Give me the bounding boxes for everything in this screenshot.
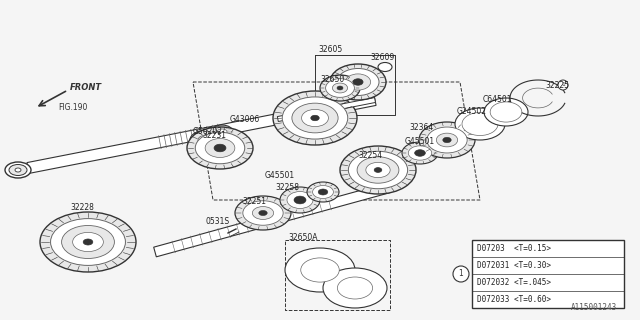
Ellipse shape <box>282 97 348 139</box>
Ellipse shape <box>402 142 438 164</box>
Ellipse shape <box>462 112 498 136</box>
Ellipse shape <box>5 162 31 178</box>
Circle shape <box>558 80 568 90</box>
Ellipse shape <box>330 64 386 100</box>
Text: C64501: C64501 <box>483 94 512 103</box>
Ellipse shape <box>211 125 233 139</box>
Ellipse shape <box>198 135 212 145</box>
Ellipse shape <box>311 115 319 121</box>
Ellipse shape <box>340 146 416 194</box>
Ellipse shape <box>357 157 399 183</box>
Ellipse shape <box>320 75 360 101</box>
Text: 32650: 32650 <box>320 76 344 84</box>
Text: FRONT: FRONT <box>70 84 102 92</box>
Ellipse shape <box>337 68 379 95</box>
Ellipse shape <box>73 232 104 252</box>
Ellipse shape <box>292 103 338 133</box>
Ellipse shape <box>318 189 328 195</box>
Ellipse shape <box>40 212 136 272</box>
Ellipse shape <box>337 277 372 299</box>
Ellipse shape <box>243 201 283 225</box>
Text: G45501: G45501 <box>405 138 435 147</box>
Ellipse shape <box>312 186 333 198</box>
Text: D07203  <T=0.15>: D07203 <T=0.15> <box>477 244 551 253</box>
Text: G24502: G24502 <box>457 108 487 116</box>
Ellipse shape <box>490 102 522 122</box>
Text: 32364: 32364 <box>410 123 434 132</box>
Ellipse shape <box>252 206 274 220</box>
Text: A115001243: A115001243 <box>571 303 617 312</box>
Ellipse shape <box>378 62 392 71</box>
Ellipse shape <box>484 98 528 126</box>
Text: D072033 <T=0.60>: D072033 <T=0.60> <box>477 295 551 304</box>
Ellipse shape <box>294 196 306 204</box>
Ellipse shape <box>190 131 220 149</box>
Text: 32251: 32251 <box>242 197 266 206</box>
Ellipse shape <box>259 211 268 216</box>
Ellipse shape <box>323 268 387 308</box>
Ellipse shape <box>346 74 371 90</box>
Ellipse shape <box>443 137 451 143</box>
Ellipse shape <box>15 168 21 172</box>
Ellipse shape <box>337 86 343 90</box>
Ellipse shape <box>374 168 382 172</box>
Ellipse shape <box>436 133 458 147</box>
Text: G56202: G56202 <box>193 127 223 137</box>
Ellipse shape <box>415 150 426 156</box>
Ellipse shape <box>187 127 253 169</box>
Ellipse shape <box>61 226 115 259</box>
Text: 32605: 32605 <box>318 45 342 54</box>
Ellipse shape <box>287 192 313 208</box>
Ellipse shape <box>217 129 227 135</box>
Text: 32228: 32228 <box>70 204 94 212</box>
Ellipse shape <box>301 109 328 127</box>
Polygon shape <box>154 183 389 257</box>
Ellipse shape <box>348 151 408 189</box>
Ellipse shape <box>9 164 27 175</box>
Polygon shape <box>277 98 376 122</box>
Ellipse shape <box>285 248 355 292</box>
Ellipse shape <box>307 182 339 202</box>
Ellipse shape <box>455 108 505 140</box>
Text: 1: 1 <box>561 83 565 87</box>
Text: 0531S: 0531S <box>205 218 229 227</box>
Circle shape <box>453 266 469 282</box>
Ellipse shape <box>427 127 467 153</box>
Text: FIG.190: FIG.190 <box>58 103 88 113</box>
Ellipse shape <box>419 122 475 158</box>
Ellipse shape <box>273 91 357 145</box>
Text: 32258: 32258 <box>275 183 299 193</box>
Bar <box>472 240 624 308</box>
Text: 32231: 32231 <box>202 131 226 140</box>
Ellipse shape <box>51 219 125 265</box>
Text: G43006: G43006 <box>230 116 260 124</box>
Ellipse shape <box>408 146 432 160</box>
Text: 1: 1 <box>459 269 463 278</box>
Text: 32609: 32609 <box>370 52 394 61</box>
Ellipse shape <box>366 162 390 178</box>
Ellipse shape <box>205 139 235 157</box>
Text: D072032 <T=.045>: D072032 <T=.045> <box>477 278 551 287</box>
Text: 32225: 32225 <box>545 81 569 90</box>
Ellipse shape <box>301 258 339 282</box>
Ellipse shape <box>280 187 320 213</box>
Ellipse shape <box>353 79 363 85</box>
Ellipse shape <box>235 196 291 230</box>
Text: 32650A: 32650A <box>288 233 317 242</box>
Text: 32254: 32254 <box>358 150 382 159</box>
Ellipse shape <box>195 132 244 164</box>
Ellipse shape <box>332 83 348 93</box>
Text: D072031 <T=0.30>: D072031 <T=0.30> <box>477 261 551 270</box>
Ellipse shape <box>214 144 226 152</box>
Text: G45501: G45501 <box>265 171 295 180</box>
Ellipse shape <box>83 239 93 245</box>
Ellipse shape <box>326 79 355 97</box>
Polygon shape <box>27 95 376 173</box>
